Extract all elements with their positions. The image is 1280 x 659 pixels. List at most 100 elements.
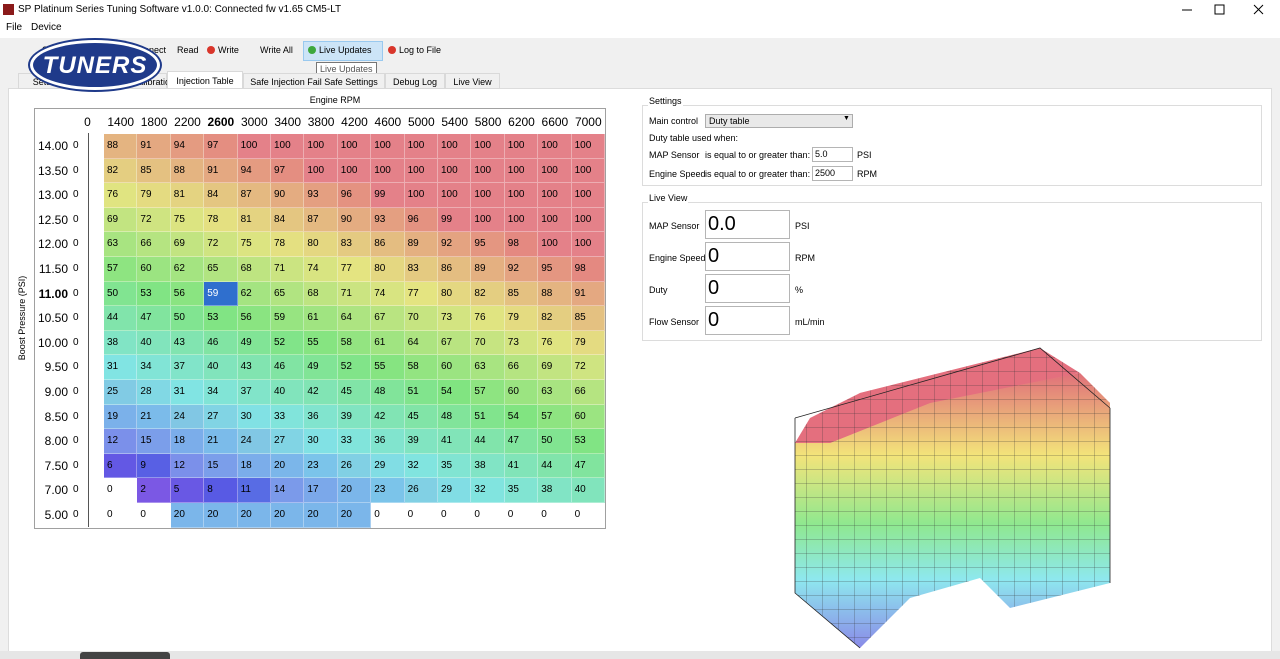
- table-cell[interactable]: 8: [204, 478, 238, 503]
- table-cell[interactable]: 100: [538, 183, 572, 208]
- table-cell[interactable]: 23: [371, 478, 405, 503]
- table-cell[interactable]: 67: [371, 306, 405, 331]
- table-cell[interactable]: 91: [571, 281, 605, 307]
- table-cell[interactable]: 46: [204, 330, 238, 356]
- table-cell[interactable]: 75: [237, 232, 271, 257]
- toolbar-button[interactable]: Read: [177, 45, 199, 55]
- table-cell[interactable]: 86: [371, 232, 405, 257]
- table-cell[interactable]: 20: [204, 503, 238, 528]
- table-cell[interactable]: 33: [271, 404, 305, 430]
- table-cell[interactable]: 82: [471, 281, 505, 307]
- table-cell[interactable]: 66: [504, 355, 539, 380]
- toolbar-button-active[interactable]: [303, 41, 383, 61]
- table-cell[interactable]: 87: [304, 207, 338, 233]
- table-cell[interactable]: 41: [504, 453, 539, 479]
- table-cell[interactable]: 14: [271, 478, 305, 503]
- table-cell[interactable]: 56: [237, 306, 271, 331]
- table-cell[interactable]: 91: [137, 134, 171, 159]
- table-cell[interactable]: 40: [571, 478, 605, 503]
- table-cell[interactable]: 100: [371, 158, 405, 184]
- table-cell[interactable]: 88: [104, 134, 138, 159]
- table-cell[interactable]: 85: [137, 158, 171, 184]
- table-cell[interactable]: 97: [271, 158, 305, 184]
- table-cell[interactable]: 56: [170, 281, 205, 307]
- table-cell[interactable]: 68: [237, 257, 271, 282]
- table-cell[interactable]: 25: [104, 380, 138, 405]
- table-cell[interactable]: 19: [104, 404, 138, 430]
- table-cell[interactable]: 48: [438, 404, 472, 430]
- table-cell[interactable]: 49: [304, 355, 338, 380]
- table-cell[interactable]: 100: [471, 158, 505, 184]
- table-cell[interactable]: 78: [204, 207, 238, 233]
- table-cell[interactable]: 53: [571, 429, 605, 454]
- table-cell[interactable]: 42: [371, 404, 405, 430]
- table-cell[interactable]: 66: [137, 232, 171, 257]
- table-cell[interactable]: 63: [538, 380, 572, 405]
- table-cell[interactable]: 62: [170, 257, 205, 282]
- table-cell[interactable]: 100: [371, 134, 405, 159]
- table-cell[interactable]: 5: [170, 478, 205, 503]
- table-cell[interactable]: 58: [337, 330, 372, 356]
- table-cell[interactable]: 31: [170, 380, 205, 405]
- table-cell[interactable]: 36: [371, 429, 405, 454]
- table-cell[interactable]: 77: [337, 257, 372, 282]
- table-cell[interactable]: 100: [504, 158, 539, 184]
- toolbar-button[interactable]: Write All: [260, 45, 293, 55]
- tab[interactable]: Live View: [445, 73, 500, 89]
- table-cell[interactable]: 54: [504, 404, 539, 430]
- table-cell[interactable]: 100: [504, 207, 539, 233]
- table-cell[interactable]: 0: [104, 503, 138, 528]
- table-cell[interactable]: 79: [571, 330, 605, 356]
- table-cell[interactable]: 100: [438, 183, 472, 208]
- spinbox[interactable]: 2500: [812, 166, 853, 181]
- table-cell[interactable]: 0: [70, 257, 88, 282]
- table-cell[interactable]: 30: [237, 404, 271, 430]
- table-cell[interactable]: 100: [337, 134, 372, 159]
- table-cell[interactable]: 51: [471, 404, 505, 430]
- table-cell[interactable]: 100: [538, 134, 572, 159]
- table-cell[interactable]: 76: [104, 183, 138, 208]
- table-cell[interactable]: 100: [504, 134, 539, 159]
- table-cell[interactable]: 90: [271, 183, 305, 208]
- table-cell[interactable]: 69: [170, 232, 205, 257]
- table-cell[interactable]: 0: [70, 503, 88, 528]
- table-cell[interactable]: 99: [371, 183, 405, 208]
- table-cell[interactable]: 98: [571, 257, 605, 282]
- table-cell[interactable]: 69: [538, 355, 572, 380]
- table-cell[interactable]: 42: [304, 380, 338, 405]
- table-cell[interactable]: 58: [404, 355, 438, 380]
- table-cell[interactable]: 0: [70, 330, 88, 356]
- table-cell[interactable]: 35: [438, 453, 472, 479]
- table-cell[interactable]: 80: [438, 281, 472, 307]
- table-cell[interactable]: 71: [271, 257, 305, 282]
- table-cell[interactable]: 21: [137, 404, 171, 430]
- table-cell[interactable]: 100: [538, 232, 572, 257]
- table-cell[interactable]: 15: [137, 429, 171, 454]
- table-cell[interactable]: 20: [337, 478, 372, 503]
- table-cell[interactable]: 23: [304, 453, 338, 479]
- table-cell[interactable]: 39: [404, 429, 438, 454]
- table-cell[interactable]: 76: [471, 306, 505, 331]
- table-cell[interactable]: 27: [271, 429, 305, 454]
- table-cell[interactable]: 67: [438, 330, 472, 356]
- table-cell[interactable]: 33: [337, 429, 372, 454]
- table-cell[interactable]: 0: [504, 503, 539, 528]
- table-cell[interactable]: 79: [504, 306, 539, 331]
- table-cell[interactable]: 72: [204, 232, 238, 257]
- table-cell[interactable]: 71: [337, 281, 372, 307]
- table-cell[interactable]: 87: [237, 183, 271, 208]
- table-cell[interactable]: 91: [204, 158, 238, 184]
- table-cell[interactable]: 62: [237, 281, 271, 307]
- table-cell[interactable]: 89: [404, 232, 438, 257]
- table-cell[interactable]: 46: [271, 355, 305, 380]
- table-cell[interactable]: 73: [504, 330, 539, 356]
- table-cell[interactable]: 65: [204, 257, 238, 282]
- table-cell[interactable]: 29: [371, 453, 405, 479]
- table-cell[interactable]: 2: [137, 478, 171, 503]
- table-cell[interactable]: 53: [204, 306, 238, 331]
- table-cell[interactable]: 100: [304, 158, 338, 184]
- table-cell[interactable]: 83: [404, 257, 438, 282]
- table-cell[interactable]: 40: [204, 355, 238, 380]
- table-cell[interactable]: 0: [70, 429, 88, 454]
- table-cell[interactable]: 93: [371, 207, 405, 233]
